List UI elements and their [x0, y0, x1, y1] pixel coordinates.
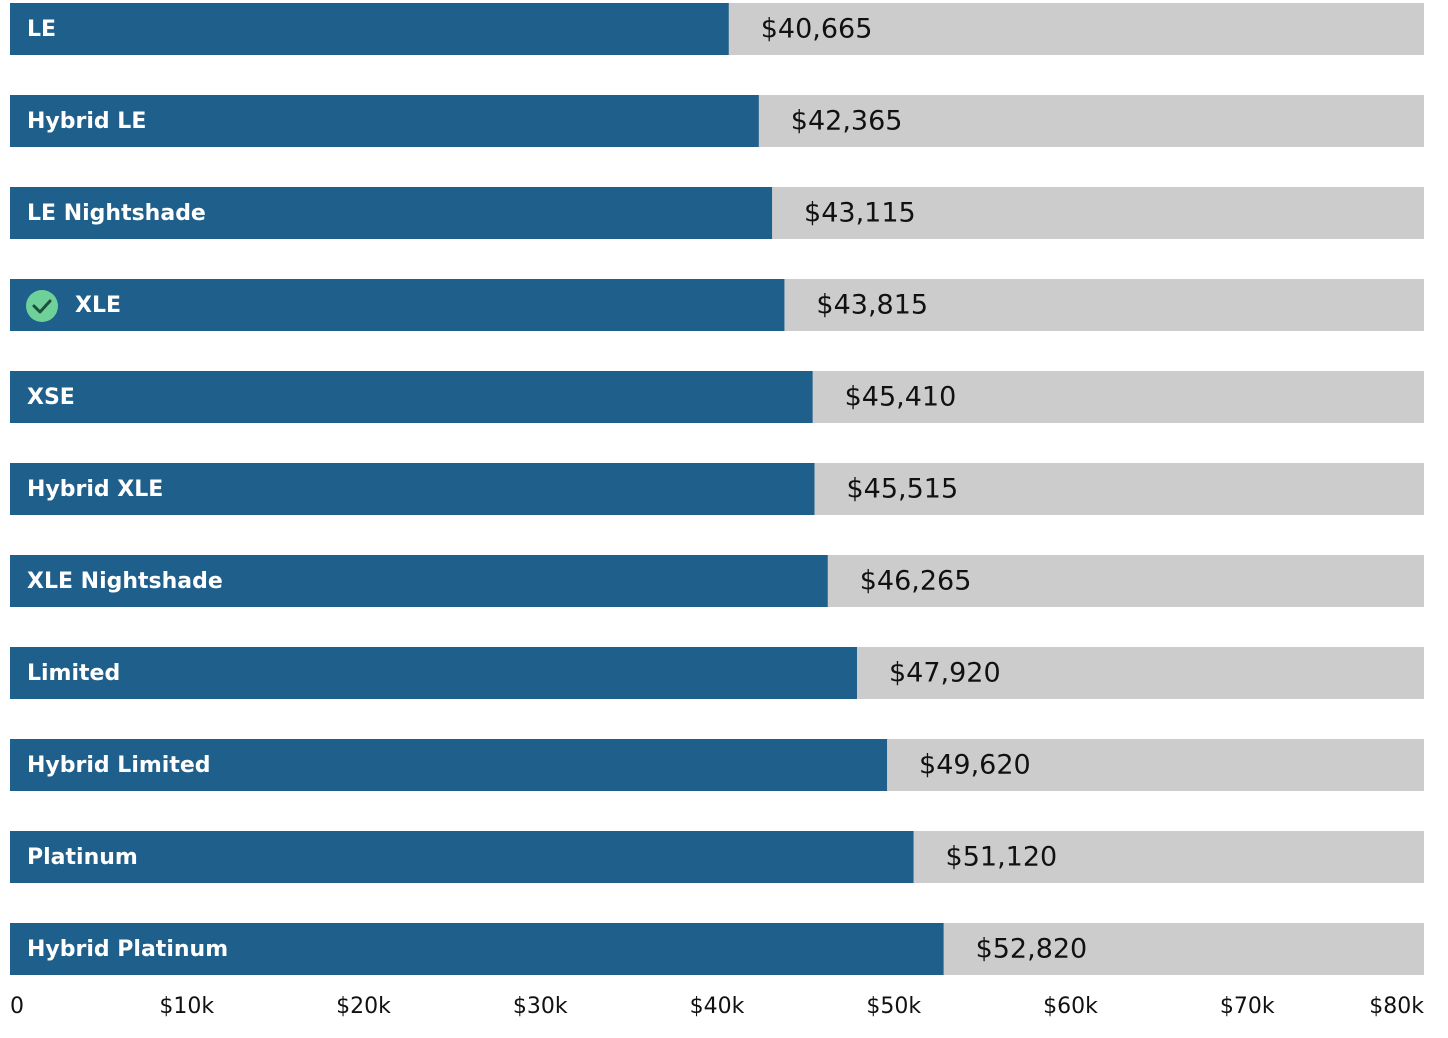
category-label: Hybrid LE — [27, 109, 146, 134]
value-label: $49,620 — [919, 750, 1031, 781]
category-label: LE — [27, 17, 56, 42]
category-label: LE Nightshade — [27, 201, 206, 226]
x-tick-label: 0 — [10, 994, 24, 1019]
category-label: Limited — [27, 661, 120, 686]
x-tick-label: $20k — [336, 994, 391, 1019]
category-label: Platinum — [27, 845, 138, 870]
bar — [10, 739, 888, 791]
bar — [10, 831, 914, 883]
bar — [10, 555, 828, 607]
category-label: Hybrid Limited — [27, 753, 211, 778]
bar — [10, 371, 813, 423]
bar — [10, 95, 759, 147]
bar — [10, 923, 944, 975]
category-label: XLE Nightshade — [27, 569, 223, 594]
value-label: $43,815 — [816, 290, 928, 321]
bar — [10, 187, 773, 239]
bar — [10, 463, 815, 515]
category-label: Hybrid Platinum — [27, 937, 228, 962]
x-tick-label: $40k — [690, 994, 745, 1019]
value-label: $42,365 — [791, 106, 903, 137]
value-label: $47,920 — [889, 658, 1001, 689]
value-label: $51,120 — [946, 842, 1058, 873]
category-label: XLE — [75, 293, 121, 318]
category-label: XSE — [27, 385, 75, 410]
bar — [10, 3, 729, 55]
x-tick-label: $60k — [1043, 994, 1098, 1019]
bar — [10, 279, 785, 331]
value-label: $45,410 — [845, 382, 957, 413]
x-tick-label: $70k — [1220, 994, 1275, 1019]
value-label: $43,115 — [804, 198, 916, 229]
value-label: $40,665 — [761, 14, 873, 45]
x-tick-label: $30k — [513, 994, 568, 1019]
value-label: $46,265 — [860, 566, 972, 597]
x-tick-label: $50k — [866, 994, 921, 1019]
bar — [10, 647, 857, 699]
value-label: $45,515 — [846, 474, 958, 505]
x-tick-label: $10k — [159, 994, 214, 1019]
x-tick-label: $80k — [1369, 994, 1424, 1019]
value-label: $52,820 — [976, 934, 1088, 965]
check-mark — [32, 299, 52, 314]
category-label: Hybrid XLE — [27, 477, 163, 502]
selected-icon — [26, 290, 58, 322]
